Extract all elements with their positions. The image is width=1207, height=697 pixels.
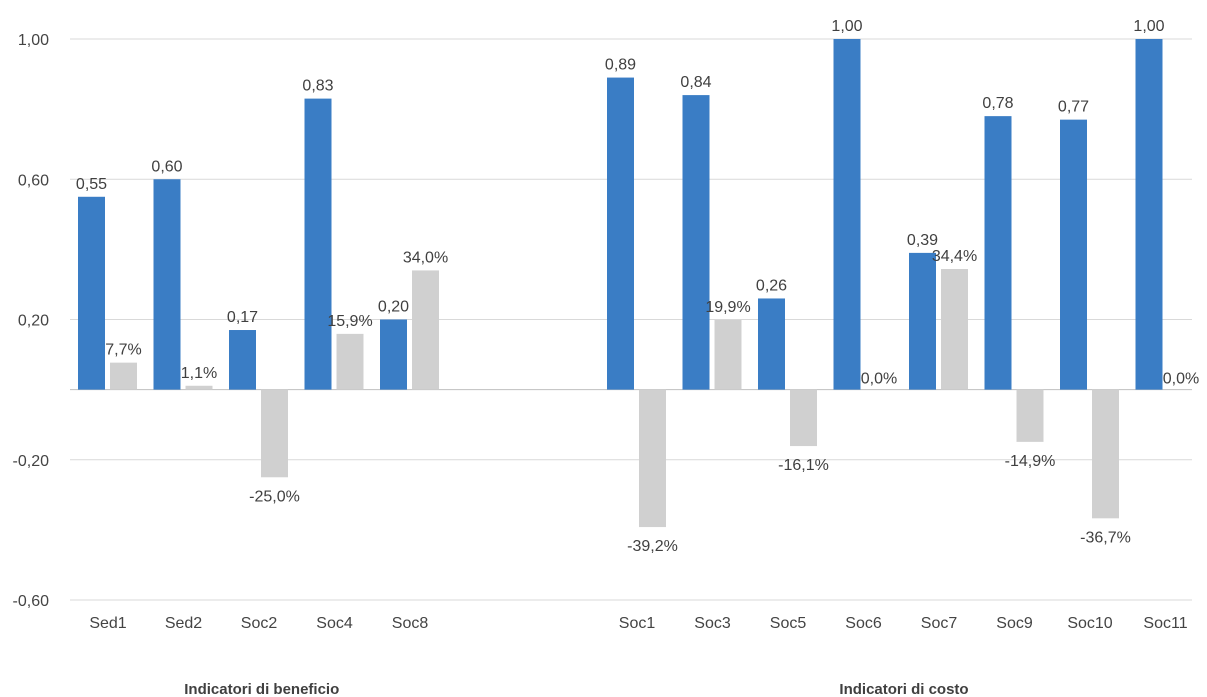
data-label-secondary: -14,9%: [1005, 453, 1056, 470]
x-category-label: Soc1: [619, 615, 656, 632]
bar-secondary: [639, 389, 666, 528]
bar-primary: [229, 330, 256, 390]
bar-primary: [153, 179, 181, 390]
y-tick-label: -0,20: [13, 453, 50, 470]
y-tick-label: -0,60: [13, 593, 50, 610]
data-label-primary: 0,55: [76, 176, 107, 193]
bar-secondary: [110, 362, 137, 390]
data-label-primary: 0,17: [227, 309, 258, 326]
data-label-secondary: 34,0%: [403, 249, 448, 266]
bar-primary: [833, 39, 861, 390]
x-category-label: Soc5: [770, 615, 807, 632]
data-label-secondary: 0,0%: [1163, 371, 1199, 388]
group-title: Indicatori di beneficio: [184, 681, 339, 697]
data-label-secondary: -16,1%: [778, 457, 829, 474]
bar-primary: [984, 116, 1012, 390]
data-label-secondary: -25,0%: [249, 488, 300, 505]
bar-primary: [607, 77, 634, 390]
data-label-secondary: -39,2%: [627, 538, 678, 555]
bar-secondary: [941, 269, 968, 390]
data-label-primary: 0,83: [302, 78, 333, 95]
y-tick-label: 0,60: [18, 172, 49, 189]
bar-secondary: [714, 319, 742, 390]
data-label-secondary: 1,1%: [181, 365, 217, 382]
data-label-secondary: 7,7%: [105, 342, 141, 359]
bar-primary: [1060, 119, 1087, 390]
data-label-primary: 0,84: [680, 74, 711, 91]
bar-secondary: [336, 333, 364, 390]
bar-primary: [682, 95, 710, 390]
data-label-secondary: 15,9%: [327, 313, 372, 330]
x-category-label: Soc8: [392, 615, 429, 632]
data-label-primary: 0,26: [756, 277, 787, 294]
group-title: Indicatori di costo: [839, 681, 968, 697]
data-label-primary: 0,78: [982, 95, 1013, 112]
x-category-label: Soc10: [1067, 615, 1112, 632]
bar-primary: [1135, 39, 1163, 390]
bar-primary: [380, 319, 407, 390]
x-category-label: Soc3: [694, 615, 731, 632]
bar-secondary: [412, 270, 439, 390]
bar-secondary: [1092, 389, 1119, 519]
bar-secondary: [261, 389, 288, 478]
bar-secondary: [1016, 389, 1044, 442]
bar-secondary: [790, 389, 817, 447]
data-label-primary: 0,60: [151, 158, 182, 175]
y-tick-label: 0,20: [18, 313, 49, 330]
x-category-label: Soc6: [845, 615, 882, 632]
data-label-secondary: -36,7%: [1080, 529, 1131, 546]
data-label-secondary: 19,9%: [705, 299, 750, 316]
data-label-primary: 0,39: [907, 232, 938, 249]
y-tick-label: 1,00: [18, 32, 49, 49]
data-label-primary: 0,20: [378, 299, 409, 316]
data-label-primary: 1,00: [831, 18, 862, 35]
data-label-primary: 1,00: [1133, 18, 1164, 35]
data-label-primary: 0,77: [1058, 99, 1089, 116]
bar-primary: [78, 196, 105, 390]
x-category-label: Soc9: [996, 615, 1033, 632]
x-category-label: Soc7: [921, 615, 958, 632]
data-label-primary: 0,89: [605, 57, 636, 74]
bar-primary: [758, 298, 785, 390]
x-category-label: Soc11: [1143, 615, 1187, 632]
bar-primary: [909, 252, 936, 390]
data-label-secondary: 0,0%: [861, 371, 897, 388]
bar-secondary: [185, 385, 213, 390]
x-category-label: Soc2: [241, 615, 278, 632]
x-category-label: Sed1: [89, 615, 126, 632]
data-label-secondary: 34,4%: [932, 248, 977, 265]
bar-primary: [304, 98, 332, 390]
x-category-label: Soc4: [316, 615, 353, 632]
x-category-label: Sed2: [165, 615, 202, 632]
